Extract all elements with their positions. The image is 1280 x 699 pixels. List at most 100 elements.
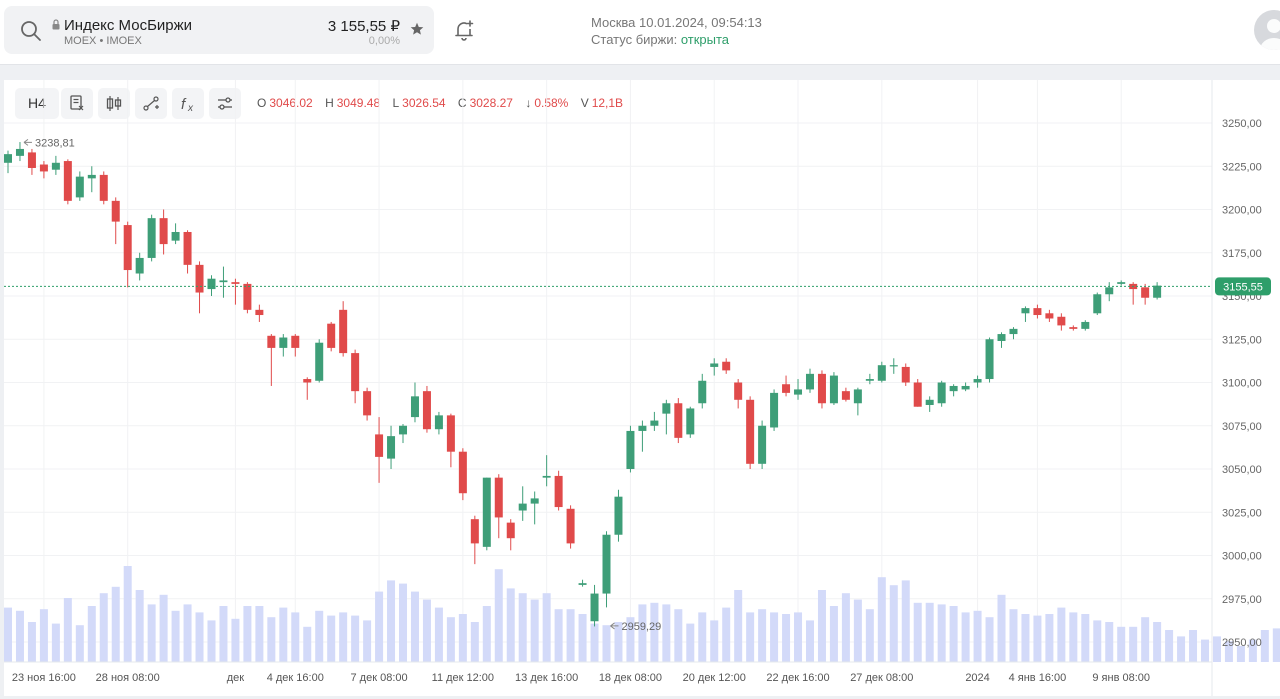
candle bbox=[195, 261, 204, 314]
candle-body bbox=[243, 283, 252, 310]
time-tick-label: 23 ноя 16:00 bbox=[12, 672, 76, 684]
price-tick-label: 2975,00 bbox=[1222, 594, 1262, 606]
candle bbox=[949, 384, 958, 397]
volume-bar bbox=[985, 617, 994, 662]
candle bbox=[829, 372, 838, 405]
chart-panel[interactable]: H4 f x bbox=[4, 80, 1280, 696]
candle-body bbox=[351, 353, 360, 392]
search-icon[interactable] bbox=[20, 20, 42, 42]
volume-bar bbox=[51, 623, 60, 662]
candle bbox=[877, 361, 886, 383]
candle bbox=[327, 321, 336, 352]
volume-bar bbox=[183, 604, 192, 662]
volume-bar bbox=[1165, 630, 1174, 662]
candle-body bbox=[937, 382, 946, 404]
candle bbox=[87, 166, 96, 193]
candle-body bbox=[1057, 316, 1066, 326]
candle bbox=[626, 425, 635, 473]
candle bbox=[63, 159, 72, 205]
high-value: 3049.48 bbox=[336, 96, 381, 110]
price-tick-label: 3050,00 bbox=[1222, 464, 1262, 476]
candle-body bbox=[794, 389, 803, 395]
candle bbox=[590, 584, 599, 627]
volume-value: 12,1B bbox=[591, 96, 624, 110]
candle-body bbox=[1093, 294, 1102, 314]
candle bbox=[889, 358, 898, 374]
candle bbox=[1093, 292, 1102, 316]
candle-body bbox=[4, 154, 12, 163]
candle bbox=[1117, 280, 1126, 286]
price-axis: 2950,00 2975,00 3000,00 3025,00 3050,00 3075,… bbox=[1211, 80, 1262, 696]
candle bbox=[1069, 325, 1078, 331]
time-tick-label: 9 янв 08:00 bbox=[1092, 672, 1150, 684]
candle bbox=[638, 420, 647, 452]
time-tick-label: 4 дек 16:00 bbox=[267, 672, 324, 684]
candle-body bbox=[494, 477, 503, 518]
star-icon[interactable] bbox=[410, 22, 424, 36]
candle bbox=[674, 398, 683, 444]
candle-body bbox=[877, 365, 886, 381]
candle-body bbox=[51, 162, 60, 170]
price-tick-label: 3025,00 bbox=[1222, 507, 1262, 519]
close-value: 3028.27 bbox=[469, 96, 513, 110]
high-marker-label: 3238,81 bbox=[35, 137, 75, 149]
candle bbox=[901, 363, 910, 386]
ticker-search-box[interactable]: Индекс МосБиржи MOEX • IMOEX 3 155,55 ₽ … bbox=[4, 6, 434, 54]
volume-bar bbox=[1045, 614, 1054, 662]
volume-bar bbox=[255, 606, 264, 662]
open-label: O bbox=[257, 96, 267, 110]
time-tick-label: 13 дек 16:00 bbox=[515, 672, 578, 684]
volume-bar bbox=[315, 610, 324, 662]
indicators-button[interactable]: f x bbox=[172, 88, 204, 119]
candle bbox=[291, 334, 300, 357]
volume-bar bbox=[913, 602, 922, 662]
volume-bar bbox=[171, 610, 180, 662]
script-button[interactable] bbox=[61, 88, 93, 119]
candle bbox=[925, 396, 934, 412]
candle-body bbox=[375, 434, 384, 457]
volume-bar bbox=[590, 623, 599, 662]
time-tick-label: 7 дек 08:00 bbox=[351, 672, 408, 684]
candle-body bbox=[387, 436, 396, 459]
chart-type-button[interactable] bbox=[98, 88, 130, 119]
price-tick-label: 3200,00 bbox=[1222, 205, 1262, 217]
volume-bars bbox=[4, 566, 1280, 662]
interval-button[interactable]: H4 bbox=[15, 88, 59, 119]
candles bbox=[4, 142, 1162, 627]
chart-settings-button[interactable] bbox=[209, 88, 241, 119]
bell-plus-icon[interactable] bbox=[452, 18, 476, 42]
volume-bar bbox=[195, 612, 204, 662]
candle-body bbox=[698, 380, 707, 404]
candle bbox=[135, 252, 144, 281]
candle-body bbox=[566, 508, 575, 544]
candlestick-chart[interactable]: 2950,00 2975,00 3000,00 3025,00 3050,00 3075,… bbox=[4, 80, 1280, 696]
volume-bar bbox=[339, 612, 348, 662]
volume-bar bbox=[87, 606, 96, 662]
volume-bar bbox=[1021, 614, 1030, 662]
time-tick-label: дек bbox=[227, 672, 245, 684]
volume-bar bbox=[1224, 641, 1233, 662]
candle bbox=[363, 387, 372, 421]
candle bbox=[614, 489, 623, 542]
volume-bar bbox=[1272, 628, 1280, 662]
draw-tools-button[interactable] bbox=[135, 88, 167, 119]
candle bbox=[434, 411, 443, 435]
candle bbox=[506, 519, 515, 551]
time-tick-label: 28 ноя 08:00 bbox=[96, 672, 160, 684]
candle bbox=[1129, 282, 1138, 305]
volume-bar bbox=[147, 604, 156, 662]
avatar[interactable] bbox=[1254, 10, 1280, 50]
candle-body bbox=[686, 408, 695, 435]
candle-body bbox=[961, 385, 970, 390]
candle bbox=[399, 424, 408, 444]
volume-bar bbox=[39, 609, 48, 662]
volume-bar bbox=[363, 620, 372, 662]
price-tick-label: 3150,00 bbox=[1222, 291, 1262, 303]
candle-body bbox=[985, 339, 994, 380]
time-tick-label: 20 дек 12:00 bbox=[683, 672, 746, 684]
candle-body bbox=[446, 415, 455, 452]
candle bbox=[267, 334, 276, 386]
candle-body bbox=[638, 425, 647, 431]
candle bbox=[865, 373, 874, 385]
lock-icon bbox=[52, 19, 60, 30]
